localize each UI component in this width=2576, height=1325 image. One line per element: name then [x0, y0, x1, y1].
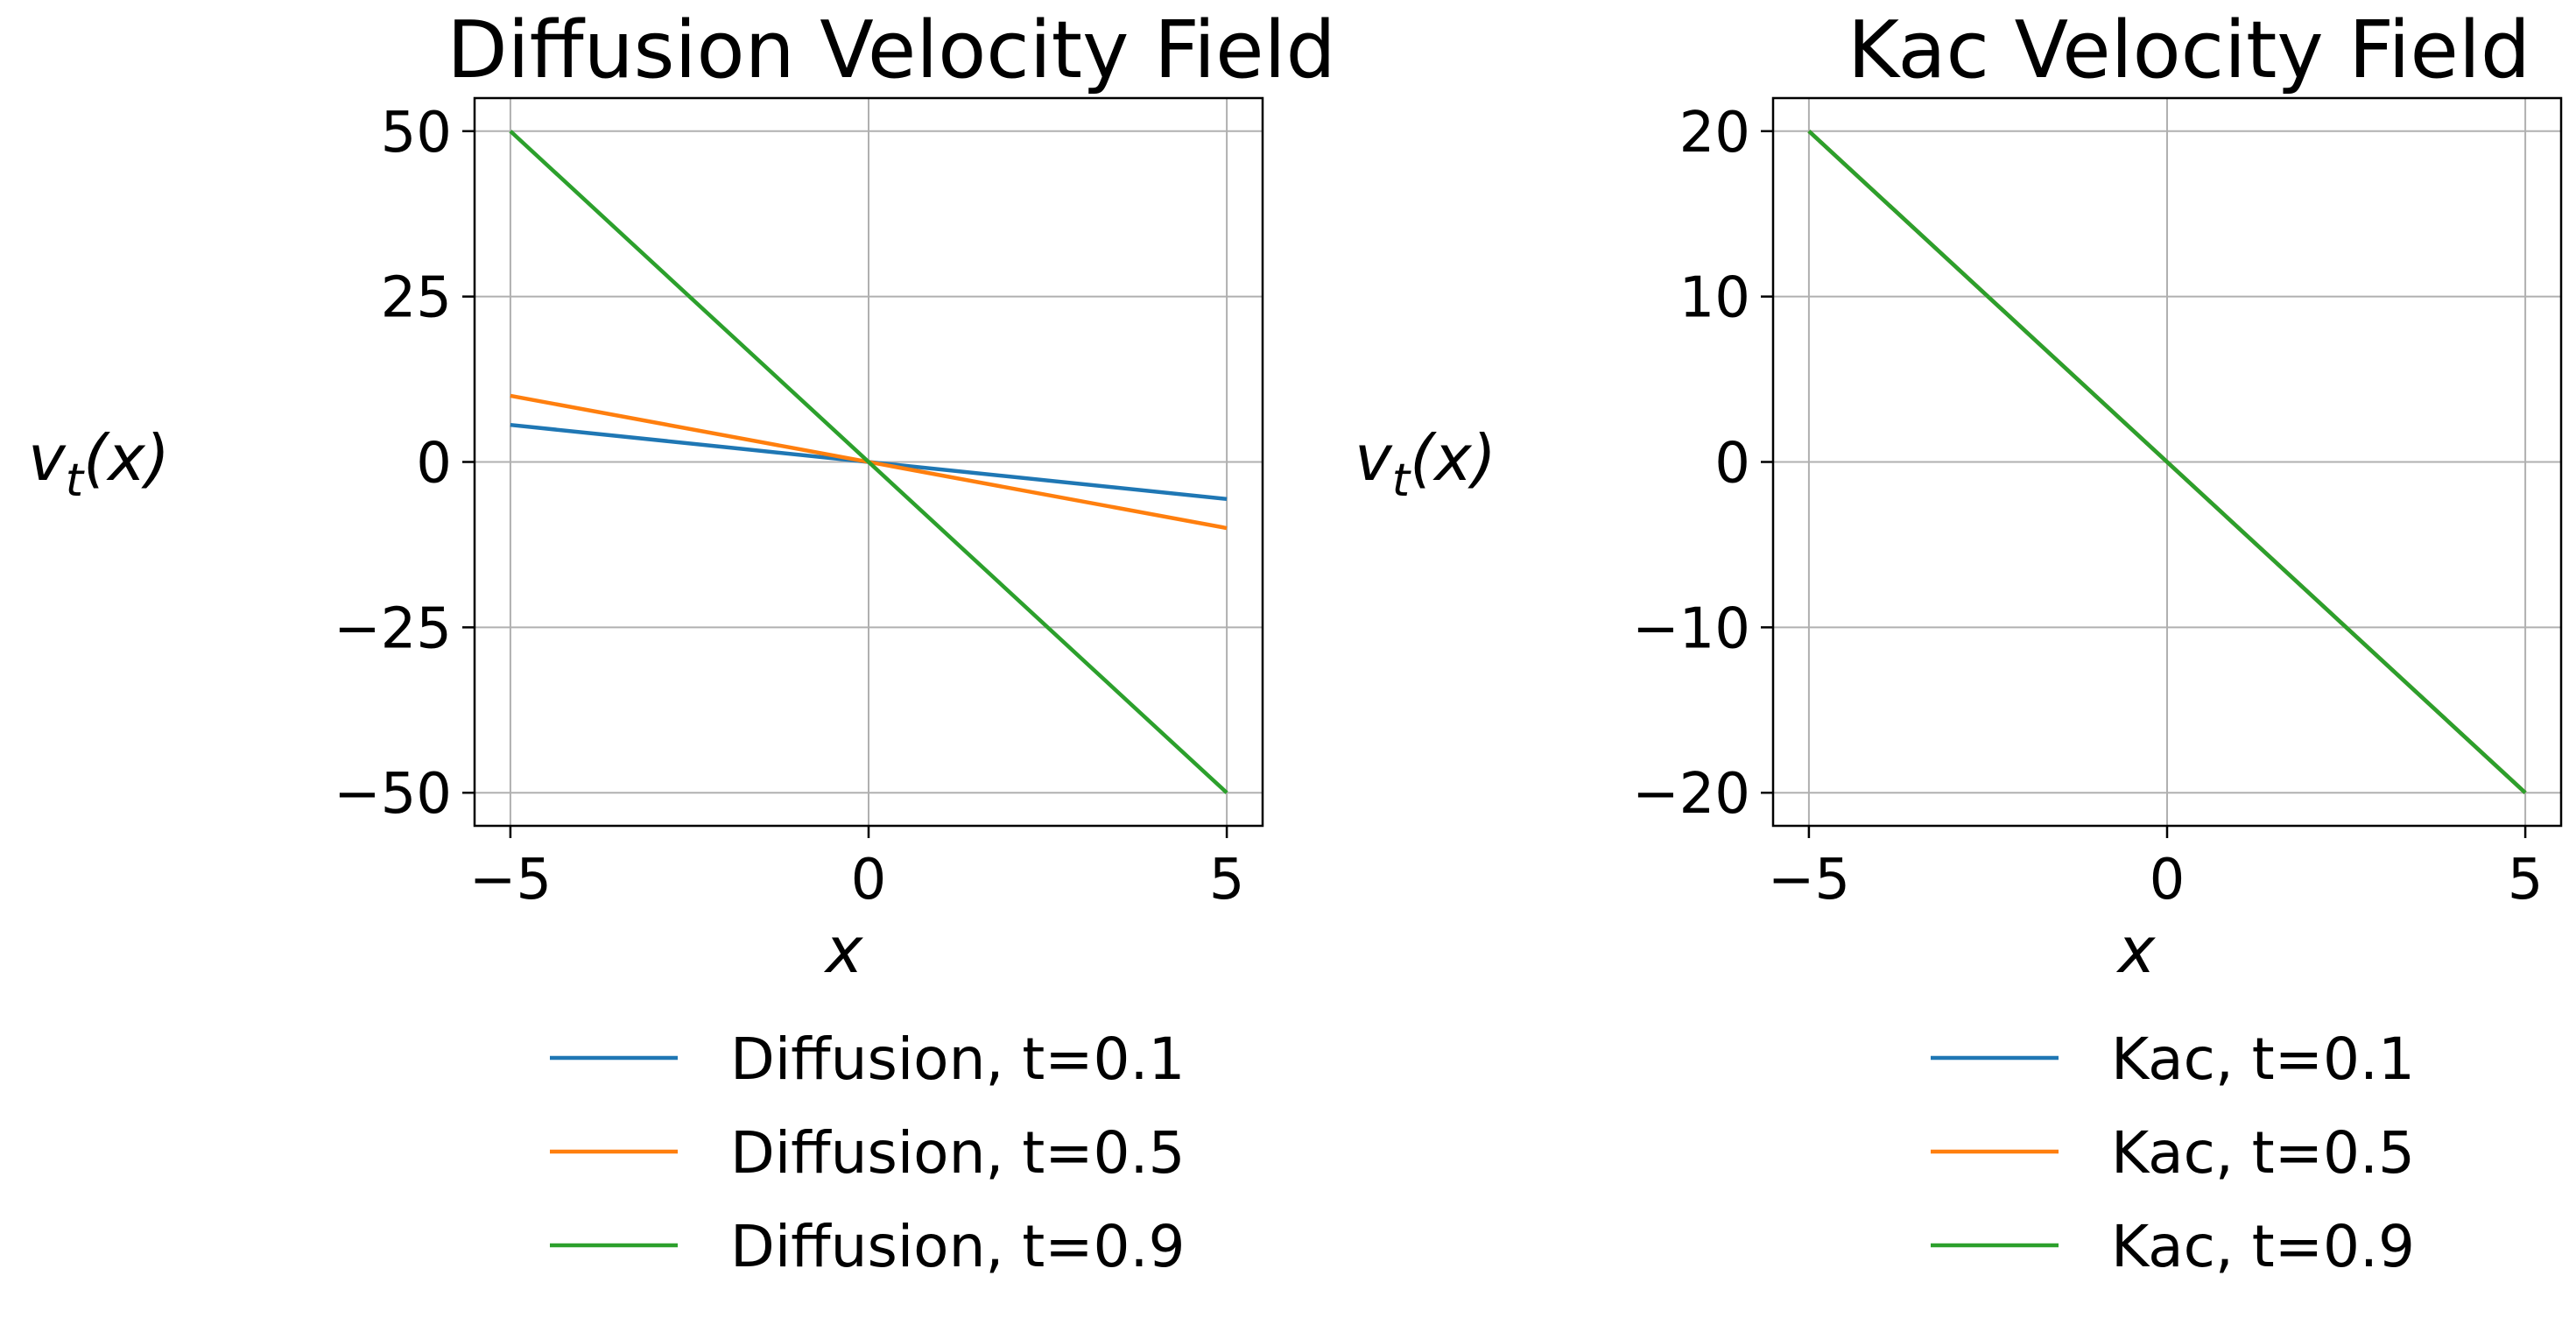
chart-title: Diffusion Velocity Field [447, 4, 1335, 96]
x-tick-label: 5 [2508, 848, 2544, 913]
kac-chart: −5 0 5 −20 −10 0 10 20 Kac Velocity Field x vt(x) K… [1355, 4, 2563, 1280]
x-tick-label: 5 [1209, 848, 1245, 913]
y-tick-label: −50 [334, 762, 452, 827]
series-line-3 [1807, 130, 2527, 794]
legend-label-3: Kac, t=0.9 [2111, 1213, 2415, 1280]
y-axis-label-subscript: t [1392, 455, 1411, 507]
y-tick-label: 0 [1714, 432, 1750, 497]
legend-label-2: Diffusion, t=0.5 [730, 1119, 1186, 1187]
y-axis-label-tail: (x) [1410, 421, 1496, 495]
legend-label-2: Kac, t=0.5 [2111, 1119, 2415, 1187]
x-tick-label: 0 [851, 848, 887, 913]
y-tick-label: 20 [1679, 101, 1750, 166]
y-tick-label: −25 [334, 596, 452, 661]
x-tick-label: −5 [469, 848, 552, 913]
legend-label-1: Kac, t=0.1 [2111, 1025, 2415, 1093]
y-axis-label-tail: (x) [83, 421, 170, 495]
series-line-3 [509, 130, 1228, 794]
x-axis-label: x [824, 913, 864, 987]
y-axis-label-main: v [28, 421, 67, 495]
legend-label-1: Diffusion, t=0.1 [730, 1025, 1186, 1093]
x-axis-label: x [2116, 913, 2157, 987]
chart-title: Kac Velocity Field [1848, 4, 2530, 96]
y-tick-label: −10 [1632, 596, 1750, 661]
y-tick-label: −20 [1632, 762, 1750, 827]
y-tick-label: 50 [381, 101, 452, 166]
y-tick-label: 25 [381, 266, 452, 331]
legend-label-3: Diffusion, t=0.9 [730, 1213, 1186, 1280]
y-axis-label: vt(x) [28, 421, 170, 507]
y-tick-label: 0 [416, 432, 452, 497]
y-axis-label-subscript: t [66, 455, 85, 507]
y-axis-label-main: v [1355, 421, 1393, 495]
x-tick-label: 0 [2150, 848, 2185, 913]
x-tick-label: −5 [1768, 848, 1850, 913]
y-axis-label: vt(x) [1355, 421, 1496, 507]
y-tick-label: 10 [1679, 266, 1750, 331]
